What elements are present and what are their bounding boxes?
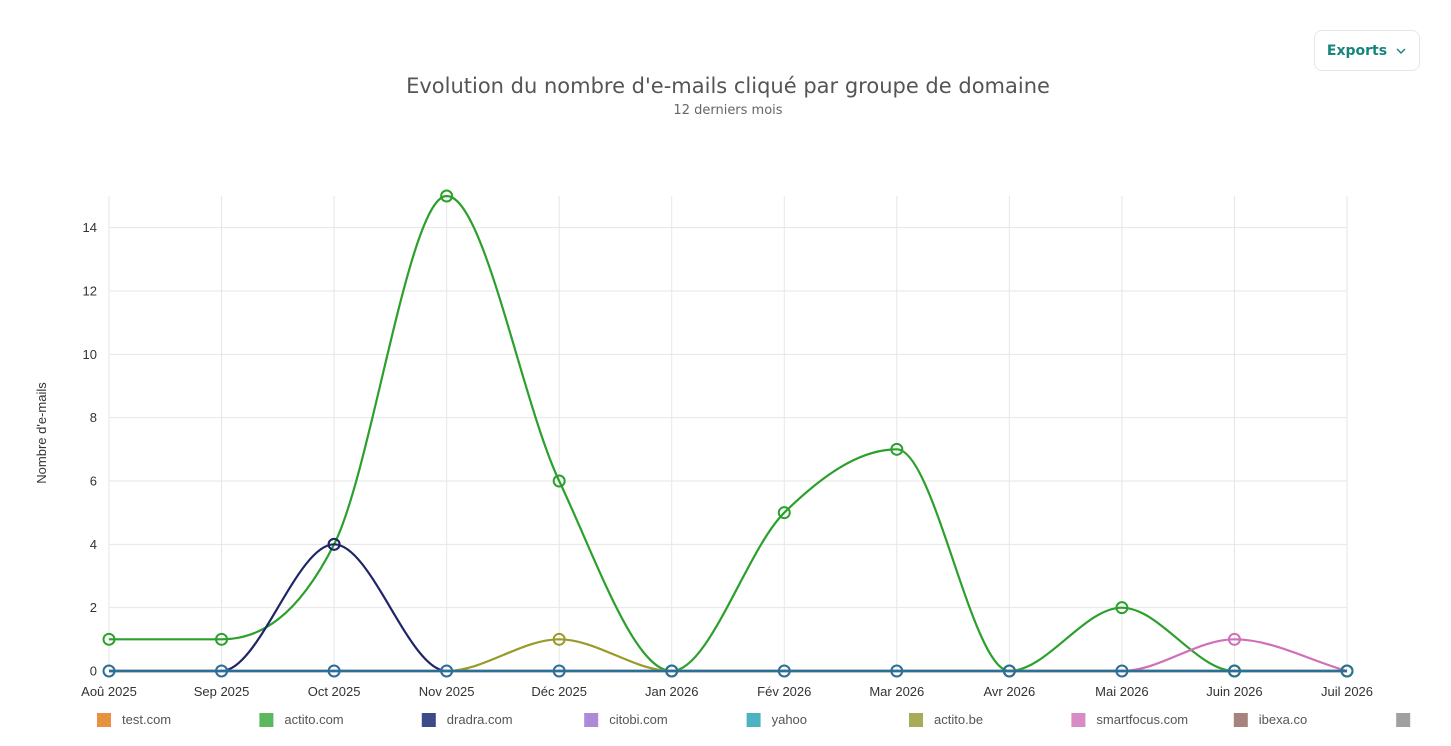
x-tick-label: Nov 2025 <box>419 684 475 699</box>
x-tick-label: Jan 2026 <box>645 684 699 699</box>
x-tick-label: Mar 2026 <box>869 684 924 699</box>
y-tick-label: 2 <box>90 600 97 615</box>
legend-swatch <box>909 713 923 727</box>
data-point[interactable] <box>890 442 904 456</box>
y-tick-label: 4 <box>90 537 97 552</box>
y-tick-label: 0 <box>90 664 97 679</box>
series-lines <box>108 194 1348 673</box>
legend-swatch <box>584 713 599 727</box>
data-point[interactable] <box>1115 601 1129 615</box>
legend-label: actito.be <box>934 712 983 727</box>
data-point[interactable] <box>215 664 229 678</box>
data-point[interactable] <box>1115 664 1129 678</box>
y-tick-label: 6 <box>90 474 97 489</box>
legend-item[interactable]: test.com <box>97 712 171 727</box>
data-point[interactable] <box>665 664 679 678</box>
legend-item[interactable]: citobi.com <box>584 712 668 727</box>
chart-grid <box>108 196 1348 672</box>
legend-item[interactable]: actito.be <box>909 712 983 727</box>
legend-swatch <box>1233 713 1248 727</box>
legend-item[interactable]: smartfocus.com <box>1071 712 1188 727</box>
chart-title: Evolution du nombre d'e-mails cliqué par… <box>406 74 1050 98</box>
legend-swatch <box>259 713 274 727</box>
y-axis-ticks: 0 2 4 6 8 10 12 14 <box>83 220 97 678</box>
x-tick-label: Juil 2026 <box>1321 684 1373 699</box>
x-tick-label: Fév 2026 <box>757 684 811 699</box>
legend-item[interactable] <box>1396 713 1411 727</box>
data-point[interactable] <box>215 632 229 646</box>
legend-label: ibexa.co <box>1259 712 1307 727</box>
legend-swatch <box>97 713 111 727</box>
y-tick-label: 8 <box>90 410 97 425</box>
series-markers <box>102 189 1354 678</box>
x-tick-label: Juin 2026 <box>1206 684 1262 699</box>
legend-item[interactable]: actito.com <box>259 712 344 727</box>
legend-swatch <box>421 713 436 727</box>
y-tick-label: 14 <box>83 220 97 235</box>
data-point[interactable] <box>552 632 566 646</box>
chart-legend: test.com actito.com dradra.com citobi.com ya… <box>97 712 1411 727</box>
legend-label: dradra.com <box>447 712 513 727</box>
legend-label: yahoo <box>772 712 807 727</box>
legend-item[interactable]: yahoo <box>746 712 807 727</box>
data-point[interactable] <box>1340 664 1354 678</box>
chart-subtitle: 12 derniers mois <box>673 103 783 118</box>
series-line <box>109 638 1347 673</box>
x-tick-label: Aoû 2025 <box>81 684 137 699</box>
x-tick-label: Déc 2025 <box>531 684 587 699</box>
x-tick-label: Mai 2026 <box>1095 684 1148 699</box>
series-line <box>109 638 1348 673</box>
y-axis-label: Nombre d'e-mails <box>34 382 49 484</box>
data-point[interactable] <box>552 474 566 488</box>
data-point[interactable] <box>440 189 454 203</box>
y-tick-label: 10 <box>83 347 97 362</box>
legend-swatch <box>1071 713 1086 727</box>
legend-label: citobi.com <box>609 712 668 727</box>
data-point[interactable] <box>1227 664 1241 678</box>
data-point[interactable] <box>327 664 341 678</box>
legend-swatch <box>1396 713 1411 727</box>
data-point[interactable] <box>440 664 454 678</box>
data-point[interactable] <box>1227 632 1241 646</box>
legend-label: smartfocus.com <box>1096 712 1188 727</box>
legend-item[interactable]: dradra.com <box>421 712 513 727</box>
data-point[interactable] <box>552 664 566 678</box>
data-point[interactable] <box>102 664 116 678</box>
series-line <box>108 194 1347 673</box>
y-tick-label: 12 <box>83 284 97 299</box>
data-point[interactable] <box>327 537 341 551</box>
data-point[interactable] <box>102 632 116 646</box>
chevron-down-icon <box>1396 48 1406 54</box>
data-point[interactable] <box>777 506 791 520</box>
x-tick-label: Avr 2026 <box>983 684 1035 699</box>
legend-label: actito.com <box>284 712 343 727</box>
exports-label: Exports <box>1326 42 1388 59</box>
x-axis-ticks: Aoû 2025 Sep 2025 Oct 2025 Nov 2025 Déc 2025… <box>81 684 1373 699</box>
exports-button[interactable]: Exports <box>1314 30 1420 71</box>
legend-label: test.com <box>122 712 171 727</box>
x-tick-label: Oct 2025 <box>308 684 361 699</box>
legend-swatch <box>746 713 761 727</box>
data-point[interactable] <box>1002 664 1016 678</box>
x-tick-label: Sep 2025 <box>194 684 250 699</box>
data-point[interactable] <box>777 664 791 678</box>
data-point[interactable] <box>890 664 904 678</box>
legend-item[interactable]: ibexa.co <box>1233 712 1307 727</box>
